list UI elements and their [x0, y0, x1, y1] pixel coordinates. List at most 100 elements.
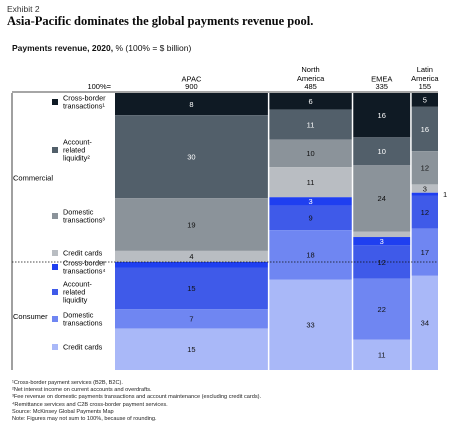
legend-label: liquidity	[63, 296, 88, 305]
segment-north-america-5	[269, 205, 352, 231]
segment-latin-america-6	[411, 228, 438, 276]
value-label: 15	[187, 345, 195, 354]
legend-swatch-6	[52, 316, 58, 322]
legend-label: transactions³	[63, 216, 105, 225]
segment-emea-3	[353, 231, 411, 238]
legend-label: related	[63, 146, 85, 155]
segment-north-america-3	[269, 167, 352, 198]
legend-swatch-4	[52, 264, 58, 270]
legend-label: Credit cards	[63, 343, 103, 352]
column-total: 335	[375, 82, 388, 91]
value-label: 11	[307, 120, 315, 129]
value-label: 19	[187, 220, 195, 229]
value-label: 30	[187, 153, 195, 162]
value-label: 5	[423, 96, 427, 105]
value-label: 10	[306, 149, 314, 158]
group-label-commercial: Commercial	[13, 173, 53, 182]
legend-label: Credit cards	[63, 249, 103, 258]
segment-apac-2	[115, 198, 268, 251]
value-label: 22	[378, 305, 386, 314]
legend-label: related	[63, 288, 85, 297]
value-label: 11	[307, 178, 315, 187]
segment-apac-0	[115, 93, 268, 116]
legend-label: transactions	[63, 319, 103, 328]
segment-latin-america-7	[411, 275, 438, 370]
legend-swatch-2	[52, 213, 58, 219]
segment-north-america-4	[269, 197, 352, 206]
value-label: 24	[378, 194, 386, 203]
segment-emea-4	[353, 237, 411, 246]
column-total: 900	[185, 82, 198, 91]
value-label: 18	[306, 251, 314, 260]
segment-latin-america-5	[411, 195, 438, 229]
segment-north-america-1	[269, 109, 352, 140]
value-label: 8	[189, 100, 193, 109]
value-label: 16	[421, 125, 429, 134]
legend-label: Domestic	[63, 208, 94, 217]
value-label: 12	[421, 208, 429, 217]
total-label: 100%=	[87, 82, 111, 91]
legend-label: transactions⁴	[63, 267, 105, 276]
value-label: 10	[378, 147, 386, 156]
legend-swatch-7	[52, 344, 58, 350]
column-total: 485	[304, 82, 317, 91]
category-label: Latin	[417, 65, 433, 74]
value-label: 15	[187, 284, 195, 293]
subtitle-unit: % (100% = $ billion)	[113, 43, 192, 53]
segment-emea-1	[353, 137, 411, 166]
legend-label: transactions¹	[63, 102, 105, 111]
segment-latin-america-3	[411, 184, 438, 193]
legend-label: Account-	[63, 280, 92, 289]
segment-emea-2	[353, 165, 411, 232]
segment-latin-america-0	[411, 93, 438, 107]
column-total: 155	[419, 82, 432, 91]
value-label: 34	[421, 319, 429, 328]
segment-apac-1	[115, 115, 268, 199]
category-label: North	[301, 65, 319, 74]
footnote-2: ²Net interest income on current accounts…	[12, 387, 152, 394]
segment-emea-7	[353, 339, 411, 370]
segment-latin-america-2	[411, 151, 438, 185]
segment-north-america-2	[269, 139, 352, 168]
legend-label: liquidity²	[63, 154, 90, 163]
segment-latin-america-4	[411, 192, 438, 196]
legend-swatch-0	[52, 99, 58, 105]
value-label: 3	[380, 237, 384, 246]
value-label: 9	[308, 214, 312, 223]
value-label: 33	[306, 321, 314, 330]
value-label: 6	[308, 97, 312, 106]
footnotes: ¹Cross-border payment services (B2B, B2C…	[12, 380, 261, 423]
segment-emea-0	[353, 93, 411, 138]
category-label: America	[297, 74, 325, 83]
segment-latin-america-1	[411, 106, 438, 152]
category-label: EMEA	[371, 75, 392, 84]
segment-north-america-0	[269, 93, 352, 110]
chart-title: Asia-Pacific dominates the global paymen…	[7, 14, 314, 28]
value-label: 11	[378, 351, 386, 360]
category-label: America	[411, 74, 439, 83]
value-label: 12	[421, 164, 429, 173]
value-label: 16	[378, 111, 386, 120]
chart-subtitle: Payments revenue, 2020, % (100% = $ bill…	[12, 43, 191, 53]
mekko-chart: 100%=830194215715APAC9006111011391833Nor…	[11, 65, 447, 370]
footnote-source: Source: McKinsey Global Payments Map	[12, 408, 114, 415]
segment-north-america-6	[269, 230, 352, 280]
footnote-3: ³Fee revenue on domestic payments transa…	[12, 394, 262, 401]
value-label: 7	[189, 315, 193, 324]
footnote-4: ⁴Remittance services and C2B cross-borde…	[12, 401, 168, 408]
category-label: APAC	[182, 75, 202, 84]
exhibit-label: Exhibit 2	[7, 4, 40, 14]
legend-swatch-1	[52, 147, 58, 153]
legend-label: Cross-border	[63, 94, 106, 103]
segment-apac-5	[115, 267, 268, 310]
segment-apac-7	[115, 328, 268, 370]
legend-swatch-3	[52, 250, 58, 256]
segment-north-america-7	[269, 279, 352, 370]
footnote-note: Note: Figures may not sum to 100%, becau…	[12, 416, 157, 423]
legend-label: Account-	[63, 138, 92, 147]
legend-label: Domestic	[63, 311, 94, 320]
value-label: 3	[308, 197, 312, 206]
legend-swatch-5	[52, 289, 58, 295]
value-label: 17	[421, 248, 429, 257]
legend-label: Cross-border	[63, 259, 106, 268]
